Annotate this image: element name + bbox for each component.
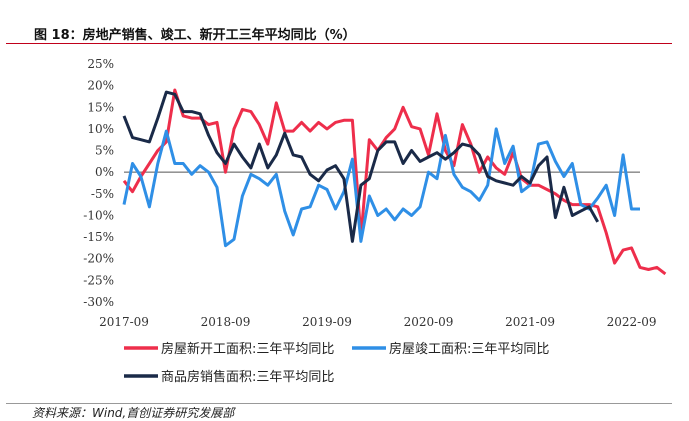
y-tick-label: -5% [91,187,114,201]
y-tick-label: 10% [87,122,114,136]
series-lines [122,88,667,276]
line-chart: 25%20%15%10%5%0%-5%-10%-15%-20%-25%-30% … [83,57,667,385]
x-tick-label: 2020-09 [404,315,454,329]
y-tick-label: -30% [83,295,114,309]
series-line-3 [122,90,600,243]
figure-title: 图 18：房地产销售、竣工、新开工三年平均同比（%） [34,28,356,43]
x-tick-label: 2018-09 [201,315,251,329]
y-axis: 25% 20% 15% 10% 5% 0% -5% -10% -15% -20% -25% -30% [83,57,114,309]
legend-label: 商品房销售面积:三年平均同比 [161,369,334,385]
legend-label: 房屋新开工面积:三年平均同比 [161,341,334,357]
x-tick-label: 2019-09 [302,315,352,329]
y-tick-label: 20% [87,79,114,93]
y-tick-label: 5% [95,144,114,158]
y-tick-label: -15% [83,230,114,244]
legend-label: 房屋竣工面积:三年平均同比 [389,341,549,357]
x-tick-label: 2021-09 [505,315,555,329]
y-tick-label: -25% [83,273,114,287]
figure-header [6,3,672,44]
y-tick-label: 0% [95,165,114,179]
source-note: 资料来源：Wind,首创证券研究发展部 [32,406,235,420]
series-line-2 [122,127,640,248]
y-tick-label: -10% [83,208,114,222]
y-tick-label: 15% [87,100,114,114]
x-tick-label: 2017-09 [99,315,149,329]
footer-divider [6,403,672,404]
x-axis: 2017-09 2018-09 2019-09 2020-09 2021-09 2022-… [99,171,657,329]
x-tick-label: 2022-09 [607,315,657,329]
legend: 房屋新开工面积:三年平均同比 房屋竣工面积:三年平均同比商品房销售面积:三年平均同… [124,341,549,385]
y-tick-label: 25% [87,57,114,71]
series-line-1 [122,88,667,276]
y-tick-label: -20% [83,252,114,266]
